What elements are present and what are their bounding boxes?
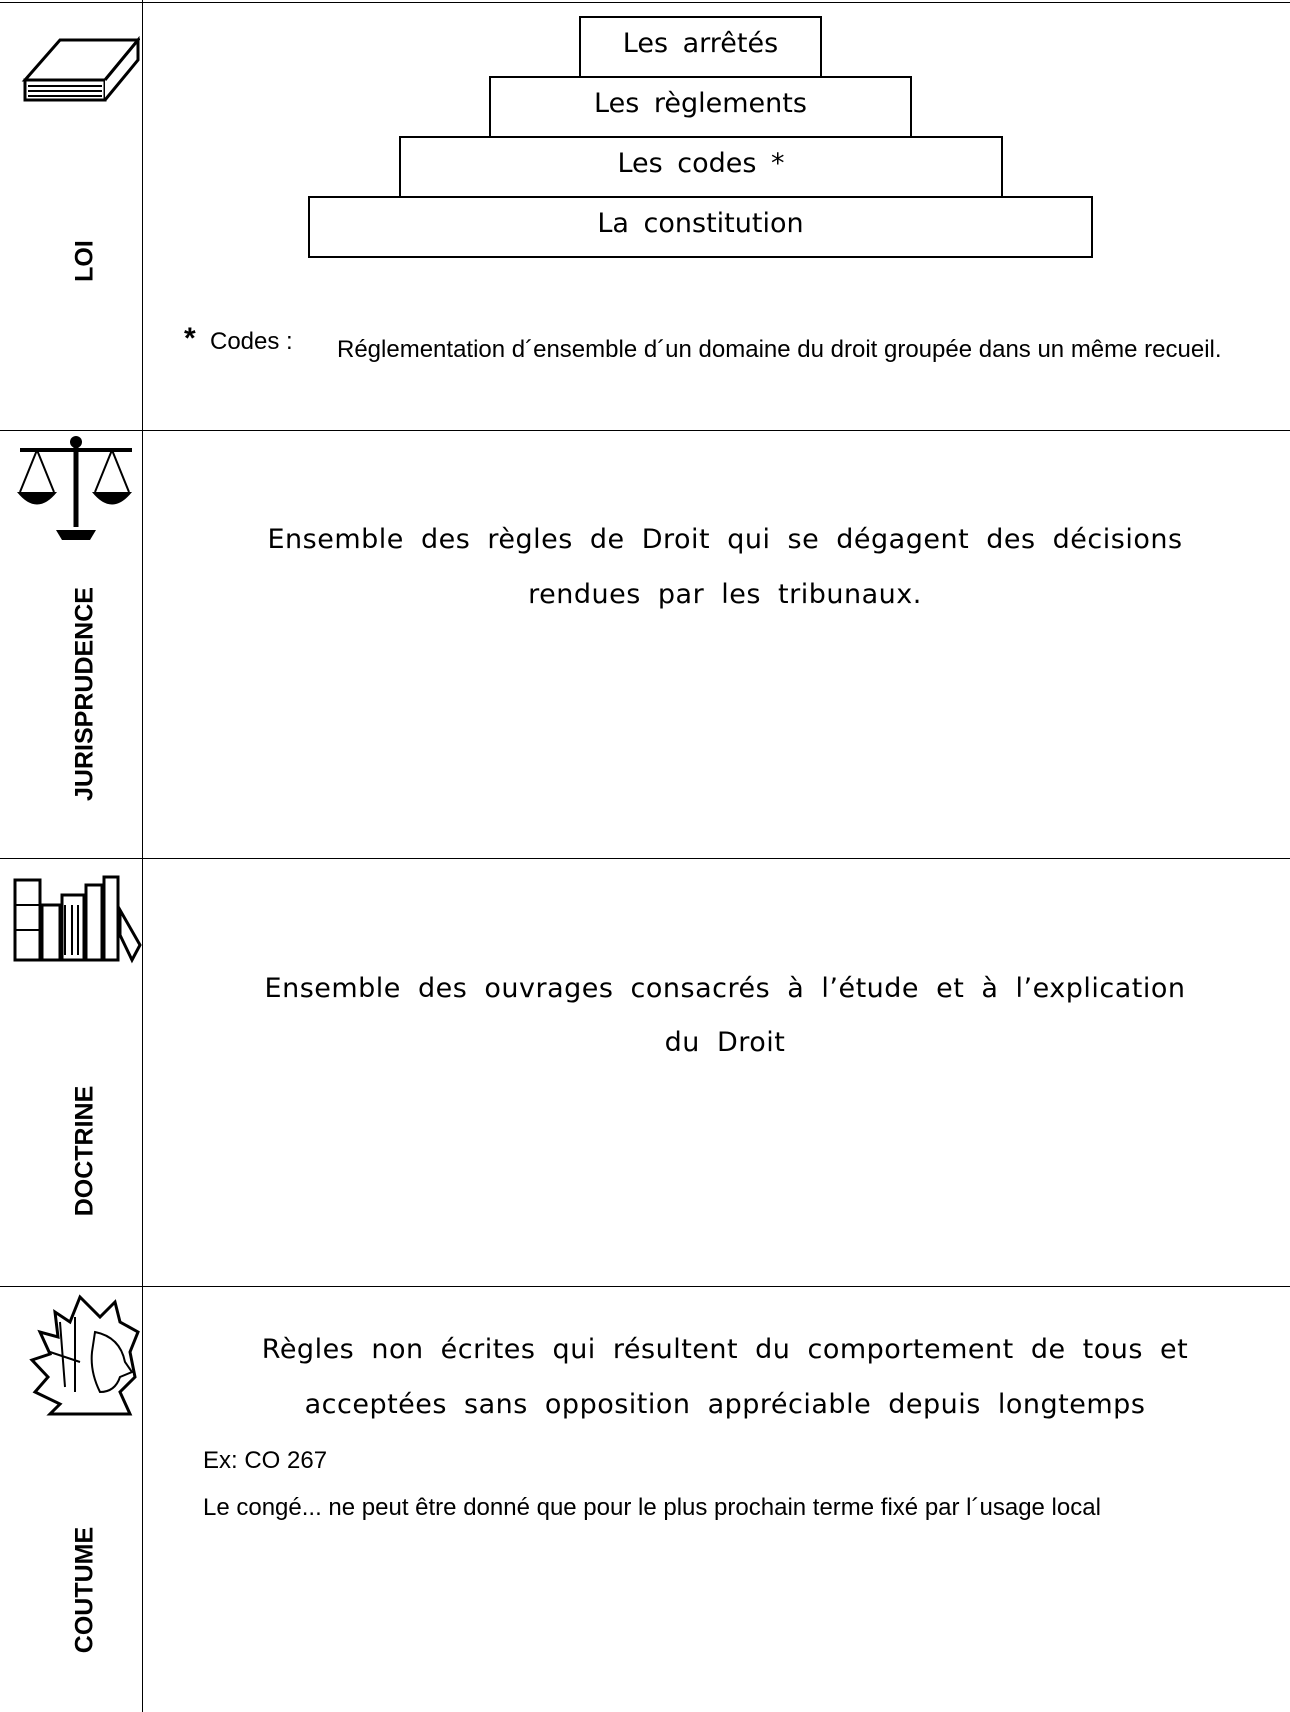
row-label: COUTUME — [70, 1526, 99, 1654]
example-line: Le congé... ne peut être donné que pour … — [203, 1494, 1101, 1521]
definition-line: rendues par les tribunaux. — [528, 579, 922, 610]
definition-line: Ensemble des règles de Droit qui se déga… — [267, 524, 1183, 555]
pyramid-level: Les règlements — [489, 76, 912, 138]
scales-icon — [17, 436, 132, 540]
note-marker: * — [184, 322, 196, 355]
row-label: DOCTRINE — [70, 1085, 99, 1217]
book-icon — [21, 35, 140, 102]
row-divider — [0, 1286, 1290, 1287]
definition-line: Règles non écrites qui résultent du comp… — [261, 1334, 1189, 1365]
column-divider — [142, 0, 143, 1712]
definition-line: acceptées sans opposition appréciable de… — [304, 1389, 1146, 1420]
pyramid-level: Les arrêtés — [579, 16, 822, 78]
row-label: JURISPRUDENCE — [70, 587, 99, 801]
example-line: Ex: CO 267 — [203, 1447, 328, 1474]
row-divider — [0, 858, 1290, 859]
library-icon — [13, 875, 142, 964]
note-term: Codes : — [210, 328, 293, 355]
definition-line: Ensemble des ouvrages consacrés à l’étud… — [264, 973, 1186, 1004]
row-label: LOI — [70, 240, 99, 282]
pyramid-level: Les codes * — [399, 136, 1003, 198]
note-text: Réglementation d´ensemble d´un domaine d… — [337, 336, 1222, 363]
definition-line: du Droit — [664, 1027, 786, 1058]
row-divider — [0, 430, 1290, 431]
pyramid-level: La constitution — [308, 196, 1093, 258]
chief-icon — [29, 1294, 140, 1416]
table-border — [0, 2, 1290, 3]
